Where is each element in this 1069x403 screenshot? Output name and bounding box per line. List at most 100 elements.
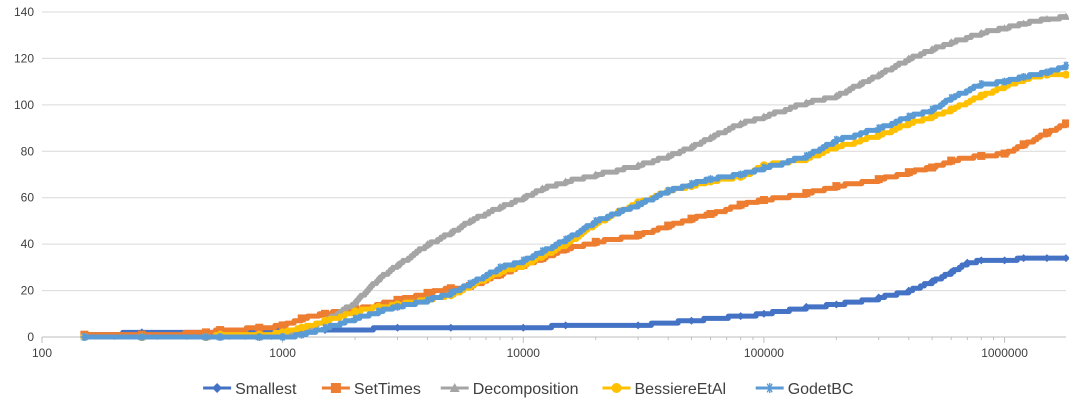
marker-point bbox=[1000, 256, 1009, 265]
legend-label: SetTimes bbox=[354, 381, 421, 398]
marker-point bbox=[465, 279, 474, 288]
marker-point bbox=[615, 207, 624, 216]
marker-point bbox=[634, 230, 643, 239]
marker-point bbox=[423, 288, 432, 297]
marker-point bbox=[855, 79, 864, 88]
marker-point bbox=[321, 323, 330, 332]
marker-point bbox=[297, 330, 306, 339]
series-group bbox=[80, 12, 1069, 341]
marker-point bbox=[874, 124, 883, 133]
marker-point bbox=[591, 170, 600, 178]
marker-point bbox=[321, 316, 330, 325]
marker-point bbox=[1000, 24, 1009, 32]
marker-point bbox=[706, 175, 715, 184]
marker-point bbox=[759, 112, 768, 120]
marker-point bbox=[393, 323, 402, 332]
marker-point bbox=[137, 333, 146, 341]
marker-point bbox=[446, 228, 455, 236]
marker-point bbox=[904, 54, 913, 62]
marker-point bbox=[1019, 19, 1028, 27]
marker-point bbox=[736, 312, 745, 321]
marker-point bbox=[1019, 254, 1028, 263]
y-tick-label: 100 bbox=[14, 98, 34, 112]
marker-point bbox=[687, 316, 696, 325]
marker-point bbox=[1042, 68, 1051, 77]
marker-point bbox=[928, 105, 937, 114]
y-tick-label: 20 bbox=[21, 284, 35, 298]
legend-label: GodetBC bbox=[788, 381, 854, 398]
marker-point bbox=[255, 333, 264, 341]
marker-point bbox=[255, 323, 264, 332]
marker-point bbox=[904, 119, 913, 128]
legend-item-smallest: Smallest bbox=[203, 381, 297, 398]
marker-point bbox=[832, 135, 841, 144]
marker-point bbox=[977, 79, 986, 88]
marker-point bbox=[928, 45, 937, 53]
marker-point bbox=[446, 288, 455, 297]
marker-point bbox=[80, 333, 89, 341]
marker-point bbox=[465, 216, 474, 225]
marker-legend bbox=[330, 383, 341, 393]
marker-point bbox=[759, 309, 768, 318]
series-godetbc bbox=[80, 61, 1069, 341]
marker-point bbox=[1019, 140, 1028, 149]
y-tick-label: 60 bbox=[21, 191, 35, 205]
marker-point bbox=[351, 307, 360, 316]
series-decomposition bbox=[80, 12, 1069, 341]
y-tick-label: 120 bbox=[14, 51, 34, 65]
marker-point bbox=[351, 314, 360, 323]
marker-point bbox=[634, 161, 643, 169]
marker-point bbox=[736, 119, 745, 127]
series-settimes bbox=[80, 119, 1069, 339]
marker-point bbox=[634, 321, 643, 330]
marker-point bbox=[538, 247, 547, 256]
marker-point bbox=[561, 321, 570, 330]
legend-item-settimes: SetTimes bbox=[321, 381, 421, 398]
marker-point bbox=[1062, 254, 1069, 263]
x-tick-label: 100 bbox=[32, 346, 52, 360]
marker-point bbox=[977, 256, 986, 265]
marker-point bbox=[947, 105, 956, 114]
marker-point bbox=[874, 131, 883, 140]
marker-point bbox=[1042, 128, 1051, 137]
marker-point bbox=[1019, 73, 1028, 81]
marker-point bbox=[706, 209, 715, 218]
series-line bbox=[81, 62, 1069, 340]
legend: Smallest SetTimes Decomposition BessiereEtA… bbox=[203, 381, 854, 398]
marker-point bbox=[736, 170, 745, 179]
marker-point bbox=[759, 196, 768, 205]
y-tick-label: 140 bbox=[14, 5, 34, 19]
marker-point bbox=[423, 240, 432, 248]
x-tick-label: 100000 bbox=[744, 346, 784, 360]
marker-point bbox=[201, 333, 210, 341]
marker-point bbox=[687, 214, 696, 223]
marker-point bbox=[928, 163, 937, 172]
marker-point bbox=[519, 193, 528, 201]
marker-point bbox=[1042, 254, 1051, 263]
marker-point bbox=[963, 258, 972, 267]
marker-point bbox=[561, 177, 570, 185]
marker-point bbox=[1062, 12, 1069, 20]
y-tick-label: 40 bbox=[21, 237, 35, 251]
marker-point bbox=[874, 175, 883, 184]
marker-legend bbox=[212, 383, 223, 393]
legend-item-godetbc: GodetBC bbox=[755, 381, 854, 398]
marker-point bbox=[374, 274, 383, 283]
marker-point bbox=[928, 112, 937, 121]
legend-item-bessiereetal: BessiereEtAl bbox=[602, 381, 726, 398]
marker-point bbox=[321, 309, 330, 318]
marker-point bbox=[947, 156, 956, 165]
x-tick-label: 10000 bbox=[507, 346, 541, 360]
marker-point bbox=[495, 203, 504, 211]
marker-point bbox=[278, 333, 287, 341]
marker-point bbox=[904, 112, 913, 121]
marker-point bbox=[495, 263, 504, 272]
marker-legend bbox=[611, 383, 622, 393]
marker-point bbox=[802, 189, 811, 198]
marker-point bbox=[759, 163, 768, 172]
marker-point bbox=[977, 91, 986, 100]
marker-point bbox=[904, 286, 913, 295]
marker-point bbox=[216, 326, 225, 335]
series-smallest bbox=[80, 254, 1069, 339]
